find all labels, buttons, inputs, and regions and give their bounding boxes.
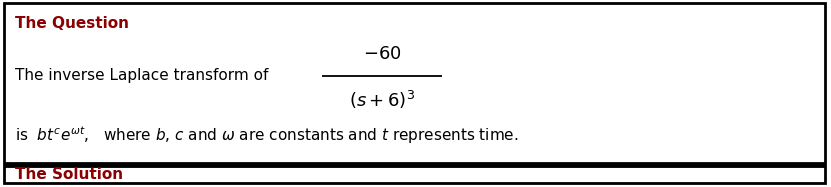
Text: $-60$: $-60$ [363,45,401,63]
Text: The Solution: The Solution [15,167,123,182]
Text: The inverse Laplace transform of: The inverse Laplace transform of [15,68,268,83]
Text: is  $bt^ce^{\omega t}$,   where $b$, $c$ and $\omega$ are constants and $t$ repr: is $bt^ce^{\omega t}$, where $b$, $c$ an… [15,125,519,146]
Text: The Question: The Question [15,16,129,31]
Text: $\mathit{(s+6)^3}$: $\mathit{(s+6)^3}$ [349,89,416,111]
